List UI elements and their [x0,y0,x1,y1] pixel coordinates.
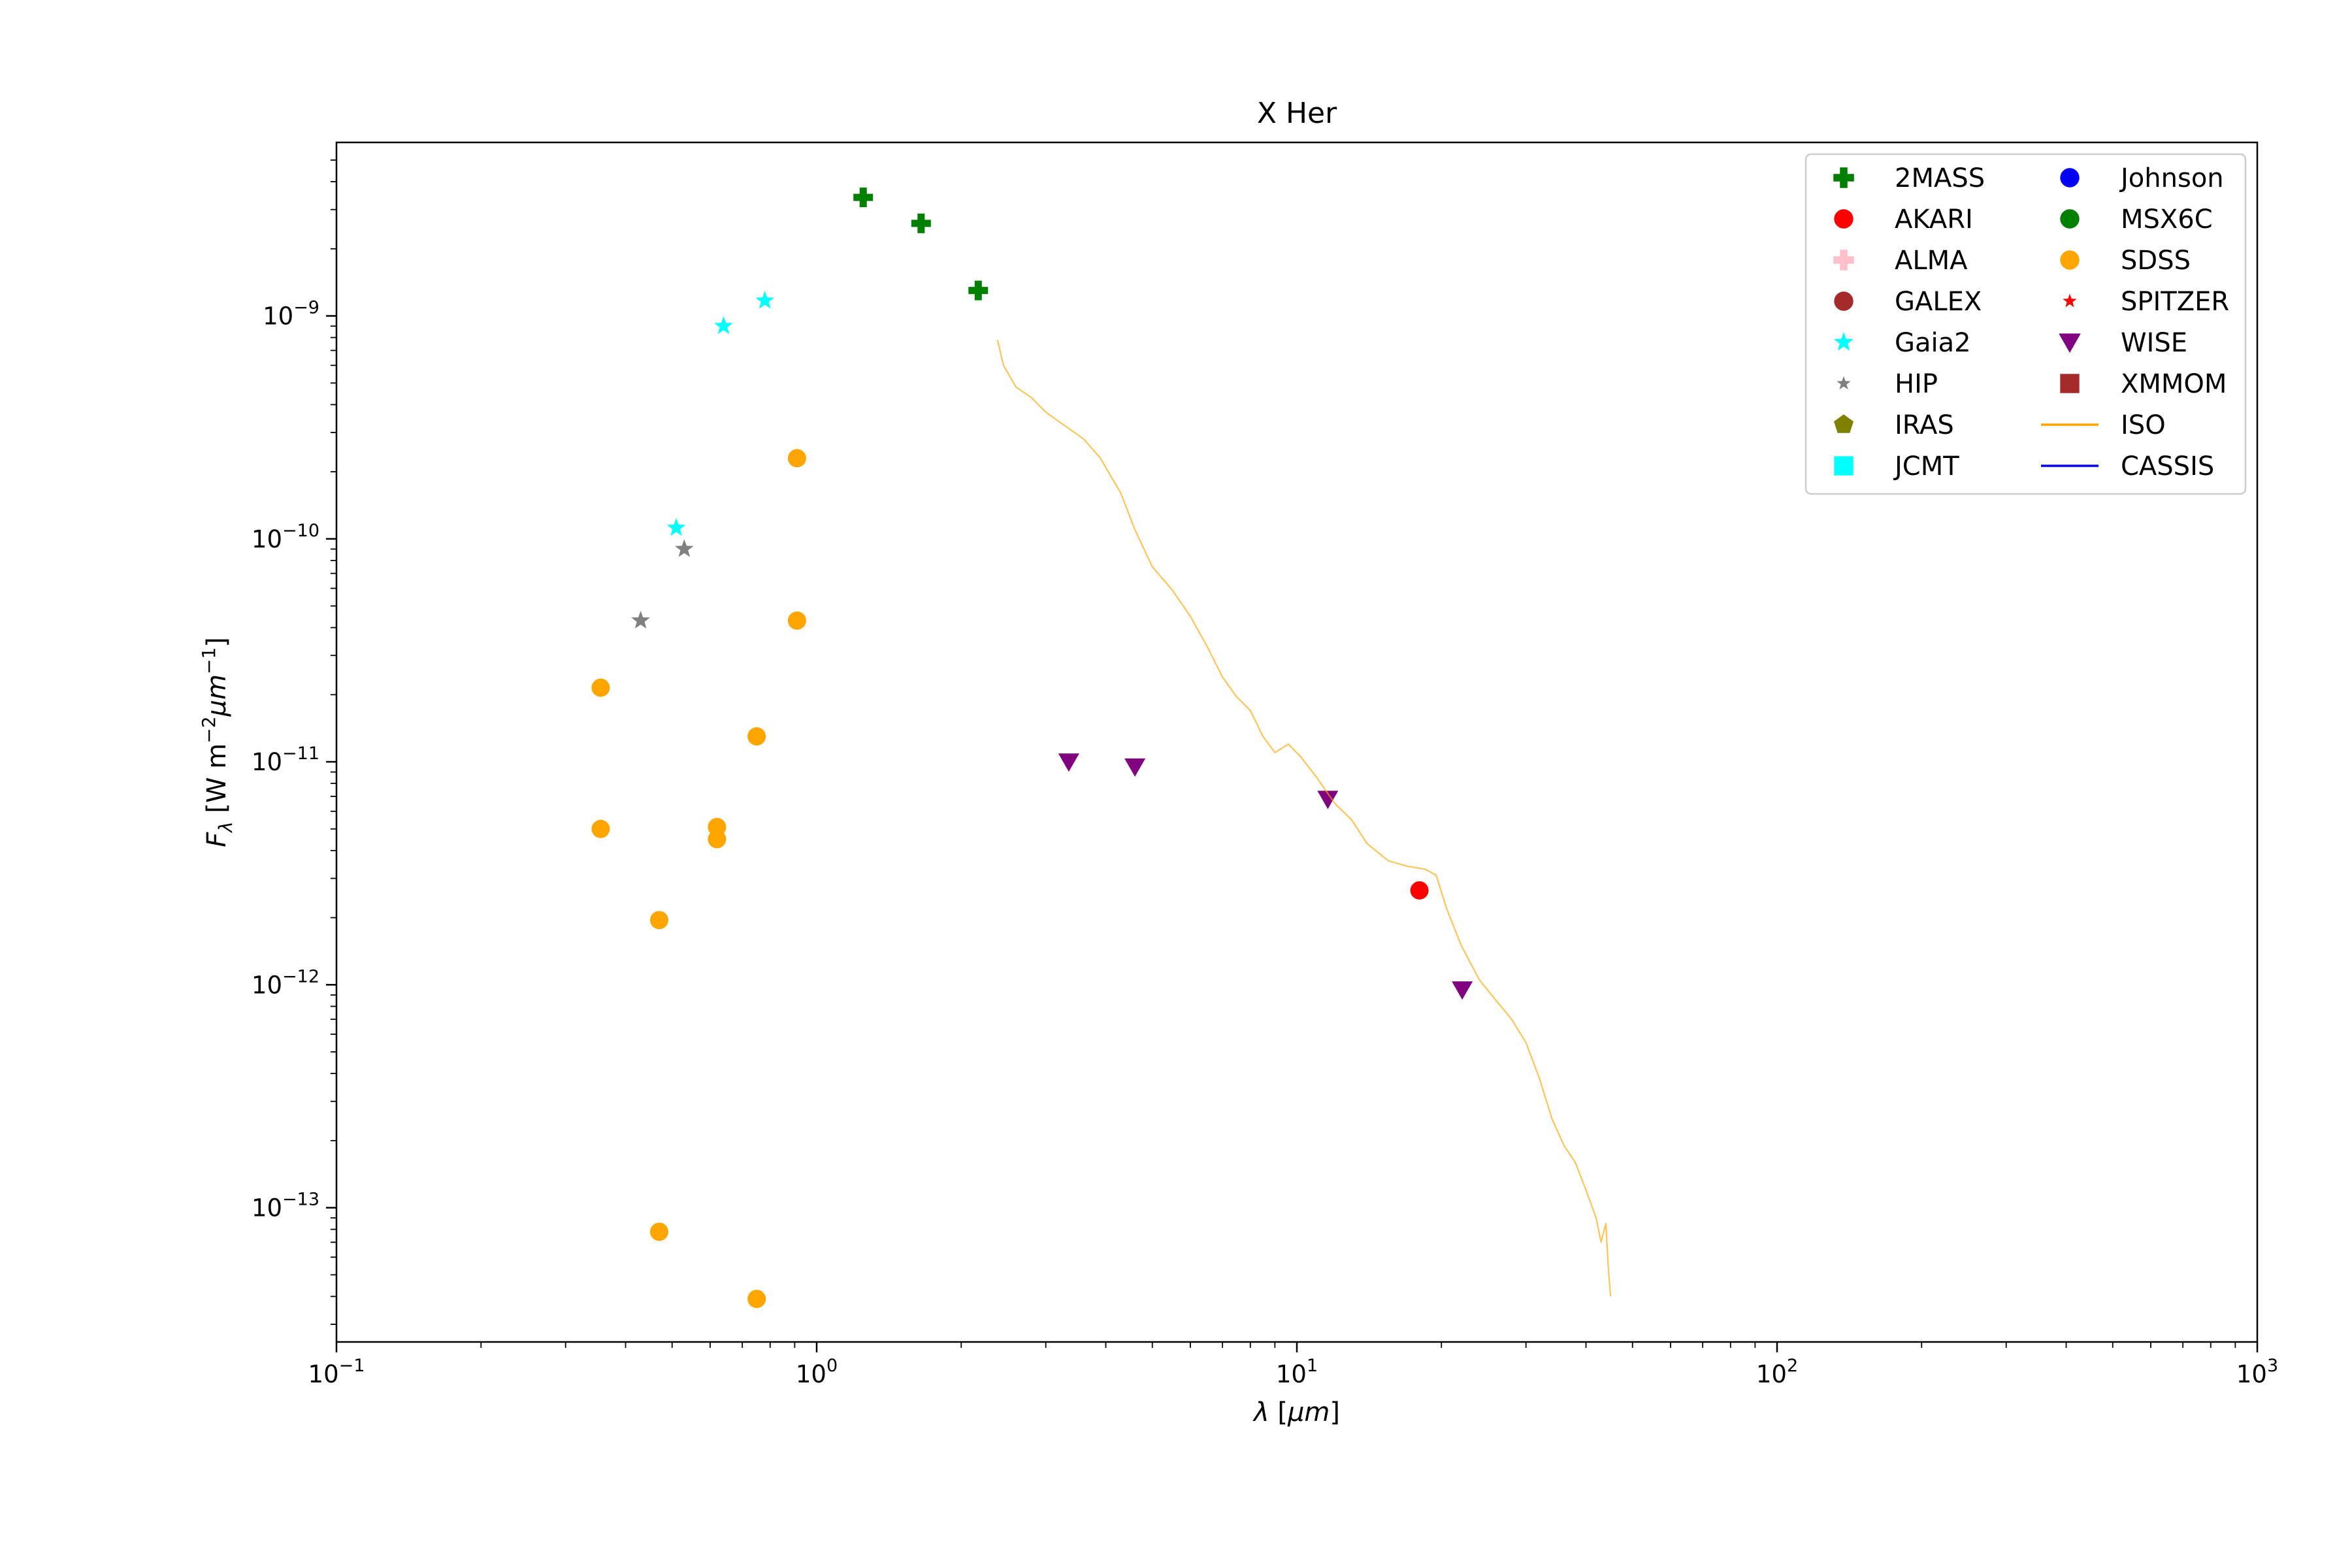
sdss-point [747,1290,766,1309]
legend-label: SPITZER [2121,287,2229,317]
legend-marker-johnson [2060,168,2080,188]
wise-point [1124,758,1146,777]
y-tick-label: 10−9 [263,298,319,331]
legend-label: CASSIS [2121,451,2214,482]
series-gaia2 [666,291,774,536]
legend-marker-msx6c [2060,209,2080,229]
wise-point [1317,791,1339,809]
legend-entry-galex: GALEX [1834,287,1982,317]
legend-marker-sdss [2060,250,2080,270]
y-axis-label: Fλ [W m−2μm−1] [198,637,237,847]
legend-label: XMMOM [2121,369,2227,399]
legend-label: MSX6C [2121,204,2213,235]
legend: 2MASS AKARI ALMA GALEX Gaia2 HIP IRAS JCMT Johns… [1805,153,2247,495]
legend-label: Johnson [2119,163,2224,193]
legend-marker-2mass [1833,167,1854,188]
legend-entry-iras: IRAS [1834,410,1954,440]
legend-label: 2MASS [1895,163,1985,193]
sdss-point [747,727,766,746]
x-tick-label: 10−1 [308,1356,365,1388]
legend-entry-hip: HIP [1837,369,1938,399]
legend-marker-iras [1834,414,1854,433]
y-tick-label: 10−11 [252,743,319,776]
legend-entry-sdss: SDSS [2060,246,2191,276]
series-hip [631,539,694,629]
legend-label: IRAS [1895,410,1954,440]
y-tick-label: 10−12 [252,966,319,999]
legend-entry-jcmt: JCMT [1834,451,1959,482]
x-axis-label: λ [μm] [1252,1397,1340,1428]
sdss-point [708,830,727,849]
sdss-point [591,819,610,838]
series-2mass [853,188,988,301]
2mass-point [853,188,874,208]
legend-marker-galex [1834,291,1854,311]
gaia2-point [755,291,774,309]
legend-label: AKARI [1895,204,1973,235]
x-tick-label: 103 [2236,1356,2278,1388]
sdss-point [591,678,610,697]
series-akari [1410,881,1429,900]
chart-title: X Her [1257,97,1337,130]
legend-label: GALEX [1895,287,1982,317]
2mass-point [968,280,988,301]
wise-point [1452,981,1473,1000]
sdss-point [787,611,806,630]
legend-marker-jcmt [1834,456,1854,476]
legend-marker-hip [1837,376,1851,390]
legend-label: Gaia2 [1895,328,1971,358]
legend-label: ISO [2121,410,2166,440]
legend-entry-xmmom: XMMOM [2060,369,2227,399]
wise-point [1058,753,1079,772]
legend-marker-gaia2 [1834,332,1854,351]
y-tick-label: 10−10 [252,521,319,553]
sdss-point [649,911,668,930]
axes: 10−1 100 101 102 103 10−13 10−12 10−11 10−10 10−9 [252,159,2278,1388]
legend-label: JCMT [1893,451,1959,482]
sdss-point [649,1222,668,1241]
y-tick-label: 10−13 [252,1190,319,1222]
legend-entry-alma: ALMA [1833,246,1968,276]
gaia2-point [666,518,686,536]
series-iso [996,340,1612,1297]
hip-point [675,539,694,557]
legend-entry-gaia2: Gaia2 [1834,328,1971,358]
x-tick-label: 102 [1756,1356,1798,1388]
data-marks [591,188,1612,1309]
legend-entry-msx6c: MSX6C [2060,204,2213,235]
legend-label: SDSS [2121,246,2191,276]
2mass-point [911,213,931,233]
series-wise [1058,753,1473,1000]
series-sdss [591,449,806,1309]
legend-entry-cassis: CASSIS [2041,451,2214,482]
legend-marker-wise [2059,333,2081,353]
legend-entry-wise: WISE [2059,328,2187,358]
legend-label: WISE [2121,328,2187,358]
legend-label: ALMA [1895,246,1968,276]
legend-entry-spitzer: SPITZER [2063,287,2229,317]
legend-entry-iso: ISO [2041,410,2166,440]
legend-marker-xmmom [2060,374,2080,393]
hip-point [631,610,650,629]
x-tick-label: 100 [796,1356,838,1388]
akari-point [1410,881,1429,900]
legend-entry-johnson: Johnson [2060,163,2224,193]
x-tick-label: 101 [1276,1356,1318,1388]
sdss-point [787,449,806,468]
legend-entry-2mass: 2MASS [1833,163,1985,193]
legend-entry-akari: AKARI [1834,204,1973,235]
legend-marker-akari [1834,209,1854,229]
iso-spectrum-line [996,340,1612,1297]
legend-label: HIP [1895,369,1938,399]
legend-box [1805,153,2247,495]
legend-marker-spitzer [2063,293,2077,308]
gaia2-point [714,316,733,335]
legend-marker-alma [1833,250,1854,270]
